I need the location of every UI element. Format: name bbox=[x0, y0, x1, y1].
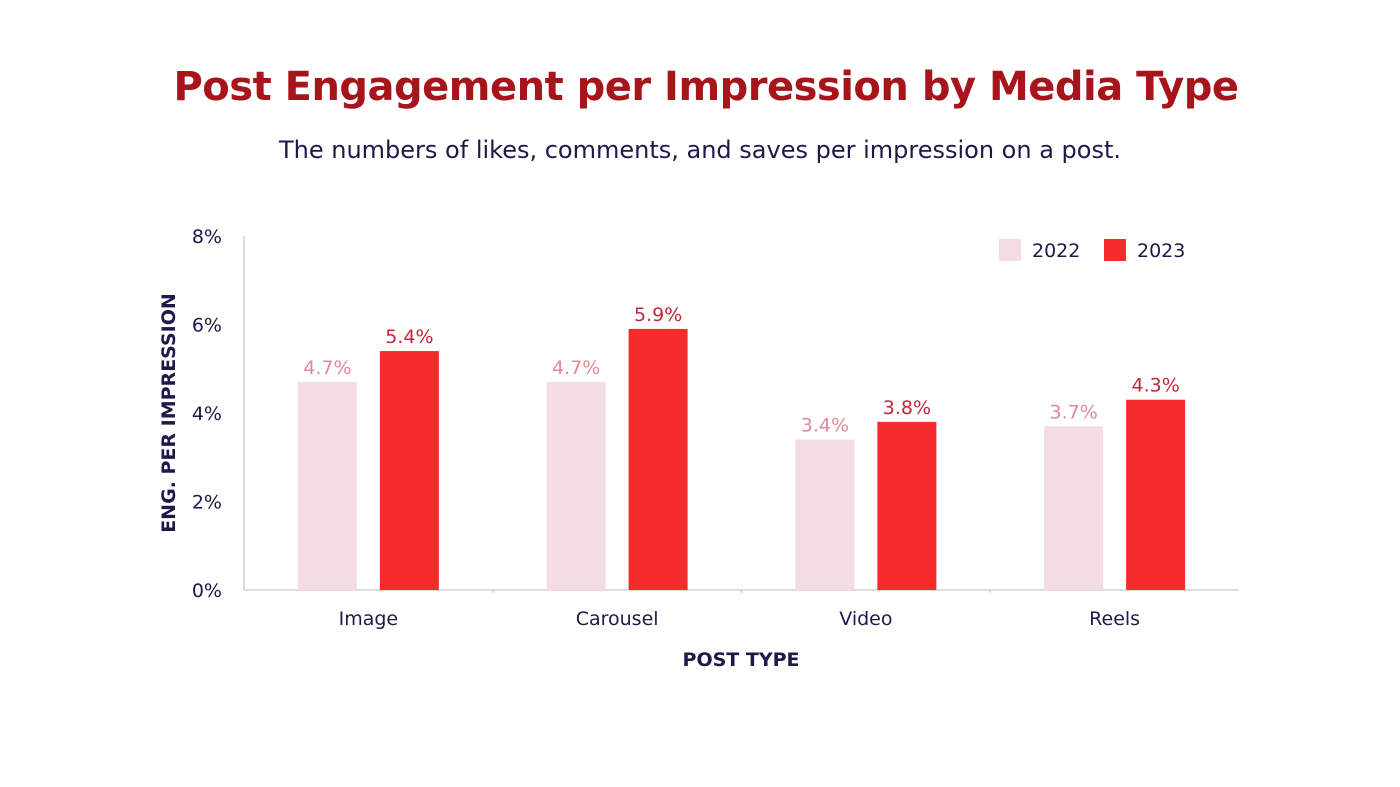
y-tick-label: 4% bbox=[192, 403, 222, 425]
x-tick-label: Image bbox=[339, 608, 399, 630]
legend-swatch-2022 bbox=[999, 239, 1021, 261]
legend-label-2022: 2022 bbox=[1032, 240, 1080, 262]
y-tick-label: 6% bbox=[192, 315, 222, 337]
data-label: 3.7% bbox=[1049, 401, 1097, 423]
data-label: 4.3% bbox=[1131, 375, 1179, 397]
y-tick-label: 2% bbox=[192, 492, 222, 514]
legend-label-2023: 2023 bbox=[1137, 240, 1185, 262]
bar-2023-carousel bbox=[628, 328, 688, 590]
bar-2023-video bbox=[877, 421, 937, 590]
bar-2022-carousel bbox=[546, 382, 606, 590]
data-label: 4.7% bbox=[303, 357, 351, 379]
x-tick-label: Reels bbox=[1089, 608, 1140, 630]
y-axis: 0% 2% 4% 6% 8% bbox=[192, 226, 245, 602]
bar-2022-video bbox=[795, 439, 855, 590]
bar-2022-reels bbox=[1044, 426, 1104, 590]
x-tick-label: Carousel bbox=[576, 608, 659, 630]
chart-title: Post Engagement per Impression by Media … bbox=[173, 64, 1239, 110]
bars bbox=[297, 328, 1186, 590]
legend-swatch-2023 bbox=[1104, 239, 1126, 261]
bar-2022-image bbox=[297, 382, 357, 590]
x-axis-title: POST TYPE bbox=[683, 649, 800, 671]
chart-subtitle: The numbers of likes, comments, and save… bbox=[278, 136, 1121, 164]
data-label: 5.9% bbox=[634, 304, 682, 326]
x-axis: Image Carousel Video Reels bbox=[244, 589, 1239, 630]
legend: 2022 2023 bbox=[999, 239, 1185, 262]
data-label: 3.4% bbox=[801, 415, 849, 437]
data-label: 3.8% bbox=[883, 397, 931, 419]
bar-2023-image bbox=[379, 351, 439, 590]
y-tick-label: 0% bbox=[192, 580, 222, 602]
bar-2023-reels bbox=[1126, 399, 1186, 590]
data-label: 4.7% bbox=[552, 357, 600, 379]
y-tick-label: 8% bbox=[192, 226, 222, 248]
data-labels: 4.7% 5.4% 4.7% 5.9% 3.4% 3.8% 3.7% 4.3% bbox=[303, 304, 1180, 437]
x-tick-label: Video bbox=[839, 608, 892, 630]
y-axis-title: ENG. PER IMPRESSION bbox=[158, 293, 180, 533]
data-label: 5.4% bbox=[385, 326, 433, 348]
